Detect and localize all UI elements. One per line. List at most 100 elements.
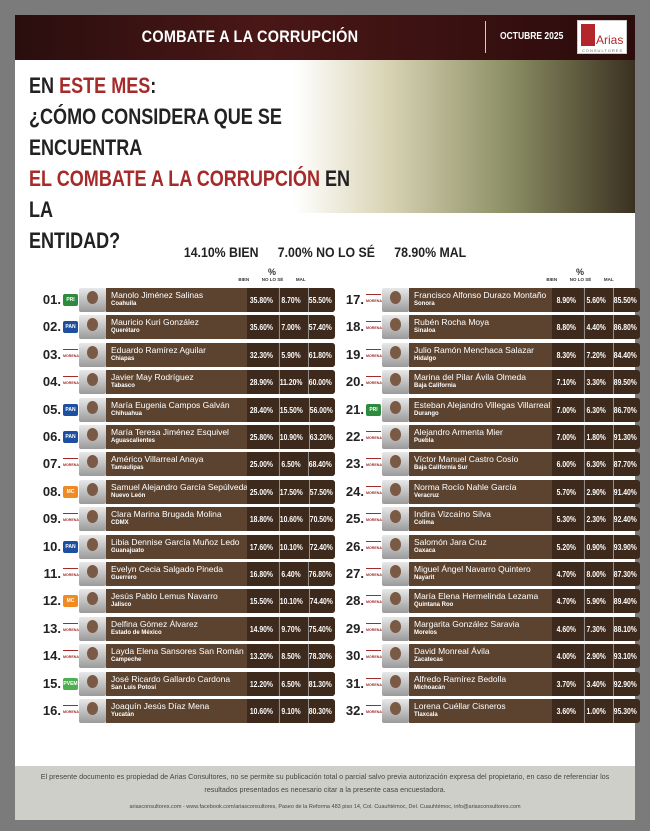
- governor-name: Alfredo Ramírez Bedolla: [414, 673, 507, 684]
- summary-mal: 78.90% MAL: [394, 244, 467, 260]
- header-bar: COMBATE A LA CORRUPCIÓN OCTUBRE 2025 Ari…: [15, 15, 635, 60]
- party-logo-icon: MORENA: [366, 705, 382, 717]
- value-mal: 88.10%: [613, 616, 637, 641]
- value-nolose: 9.70%: [278, 616, 302, 641]
- value-mal: 89.40%: [613, 589, 637, 614]
- governor-name: Rubén Rocha Moya: [414, 317, 490, 328]
- party-logo-icon: MC: [63, 485, 78, 498]
- value-mal: 68.40%: [308, 452, 332, 477]
- state-name: Puebla: [414, 438, 434, 444]
- state-name: Nayarit: [414, 575, 435, 581]
- state-name: Guanajuato: [111, 547, 145, 554]
- percent-header: %: [575, 267, 584, 277]
- state-name: Querétaro: [111, 328, 140, 335]
- governor-bar: Salomón Jara Cruz Oaxaca 5.20% 0.90% 93.…: [409, 534, 640, 559]
- percentages: 7.00% 6.30% 86.70%: [552, 397, 640, 422]
- party-logo-icon: MORENA: [366, 568, 382, 580]
- state-name: Jalisco: [111, 602, 132, 609]
- value-bien: 35.60%: [249, 322, 273, 333]
- value-bien: 7.10%: [556, 377, 576, 388]
- percentages: 8.80% 4.40% 86.80%: [552, 315, 640, 340]
- governor-photo: [382, 479, 409, 504]
- value-bien: 3.60%: [556, 706, 576, 716]
- governor-bar: Javier May Rodríguez Tabasco 28.90% 11.2…: [106, 370, 335, 395]
- party-logo-icon: MORENA: [63, 622, 79, 635]
- header-title: COMBATE A LA CORRUPCIÓN: [141, 27, 359, 46]
- value-nolose: 0.90%: [583, 534, 608, 559]
- overall-summary: 14.10% BIEN 7.00% NO LO SÉ 78.90% MAL: [52, 244, 598, 260]
- value-bien: 18.80%: [249, 514, 273, 525]
- rank-number: 23.: [345, 456, 364, 472]
- value-mal: 55.50%: [308, 288, 332, 312]
- governor-name: Evelyn Cecia Salgado Pineda: [111, 564, 223, 574]
- governor-name: Javier May Rodríguez: [111, 372, 194, 383]
- question-heading: EN ESTE MES: ¿CÓMO CONSIDERA QUE SE ENCU…: [29, 70, 373, 256]
- party-logo-icon: MORENA: [63, 568, 79, 580]
- governor-name: Eduardo Ramírez Aguilar: [111, 344, 206, 355]
- rank-number: 19.: [345, 346, 364, 362]
- value-bien: 5.70%: [556, 486, 576, 497]
- governor-bar: José Ricardo Gallardo Cardona San Luis P…: [106, 671, 335, 696]
- governor-photo: [382, 370, 409, 395]
- value-bien: 5.20%: [556, 541, 576, 552]
- percentages: 16.80% 6.40% 76.80%: [247, 562, 335, 586]
- value-nolose: 4.40%: [583, 315, 608, 340]
- value-nolose: 1.80%: [583, 425, 608, 449]
- value-nolose: 5.90%: [278, 342, 302, 367]
- governor-bar: María Teresa Jiménez Esquivel Aguascalie…: [106, 425, 335, 449]
- governor-bar: Alejandro Armenta Mier Puebla 7.00% 1.80…: [409, 425, 640, 449]
- governor-bar: Mauricio Kuri González Querétaro 35.60% …: [106, 315, 335, 340]
- party-logo-icon: MORENA: [366, 376, 382, 389]
- rank-number: 22.: [345, 429, 364, 444]
- governor-photo: [382, 562, 409, 586]
- value-bien: 8.90%: [556, 295, 576, 305]
- value-mal: 86.80%: [613, 315, 637, 340]
- governor-name: Norma Rocío Nahle García: [414, 481, 517, 492]
- party-logo-icon: PVEM: [63, 677, 78, 690]
- percentages: 13.20% 8.50% 78.30%: [247, 644, 335, 669]
- governor-bar: Indira Vizcaíno Silva Colima 5.30% 2.30%…: [409, 507, 640, 532]
- state-name: Estado de México: [111, 629, 162, 636]
- rank-number: 04.: [42, 374, 61, 390]
- governor-name: Jesús Pablo Lemus Navarro: [111, 591, 218, 602]
- party-logo-icon: PAN: [63, 431, 78, 443]
- page: COMBATE A LA CORRUPCIÓN OCTUBRE 2025 Ari…: [15, 15, 640, 820]
- logo-subtext: CONSULTORES: [582, 48, 624, 53]
- rank-number: 09.: [42, 511, 61, 527]
- question-highlight: ESTE MES: [59, 73, 151, 98]
- percentages: 28.90% 11.20% 60.00%: [247, 370, 335, 395]
- state-name: Zacatecas: [414, 657, 444, 664]
- value-nolose: 5.90%: [583, 589, 608, 614]
- party-logo-icon: MORENA: [366, 513, 382, 526]
- party-logo-icon: MORENA: [366, 595, 382, 608]
- value-bien: 16.80%: [249, 569, 273, 579]
- governor-bar: Américo Villarreal Anaya Tamaulipas 25.0…: [106, 452, 335, 477]
- rank-number: 24.: [345, 483, 364, 499]
- value-nolose: 10.10%: [278, 534, 303, 559]
- state-name: CDMX: [111, 520, 129, 527]
- value-nolose: 2.30%: [583, 507, 608, 532]
- percentages: 5.70% 2.90% 91.40%: [552, 479, 640, 504]
- governor-photo: [79, 479, 106, 504]
- governor-name: David Monreal Ávila: [414, 646, 490, 657]
- state-name: Oaxaca: [414, 547, 436, 554]
- value-nolose: 2.90%: [583, 479, 608, 504]
- state-name: Baja California: [414, 383, 457, 390]
- question-highlight: EL COMBATE A LA CORRUPCIÓN: [29, 166, 320, 191]
- value-bien: 7.00%: [556, 432, 576, 442]
- governor-photo: [79, 644, 106, 669]
- value-bien: 4.00%: [556, 651, 576, 662]
- governor-name: Víctor Manuel Castro Cosío: [414, 454, 519, 465]
- governor-photo: [382, 671, 409, 696]
- rank-number: 12.: [42, 593, 61, 609]
- value-mal: 85.50%: [613, 288, 637, 312]
- rank-number: 26.: [345, 538, 364, 554]
- value-bien: 8.30%: [556, 349, 576, 360]
- rank-number: 03.: [42, 346, 61, 362]
- state-name: Hidalgo: [414, 355, 436, 362]
- governor-name: Indira Vizcaíno Silva: [414, 509, 491, 520]
- value-mal: 60.00%: [308, 370, 332, 395]
- value-mal: 93.90%: [613, 534, 637, 559]
- rank-number: 01.: [42, 292, 61, 307]
- governor-bar: Rubén Rocha Moya Sinaloa 8.80% 4.40% 86.…: [409, 315, 640, 340]
